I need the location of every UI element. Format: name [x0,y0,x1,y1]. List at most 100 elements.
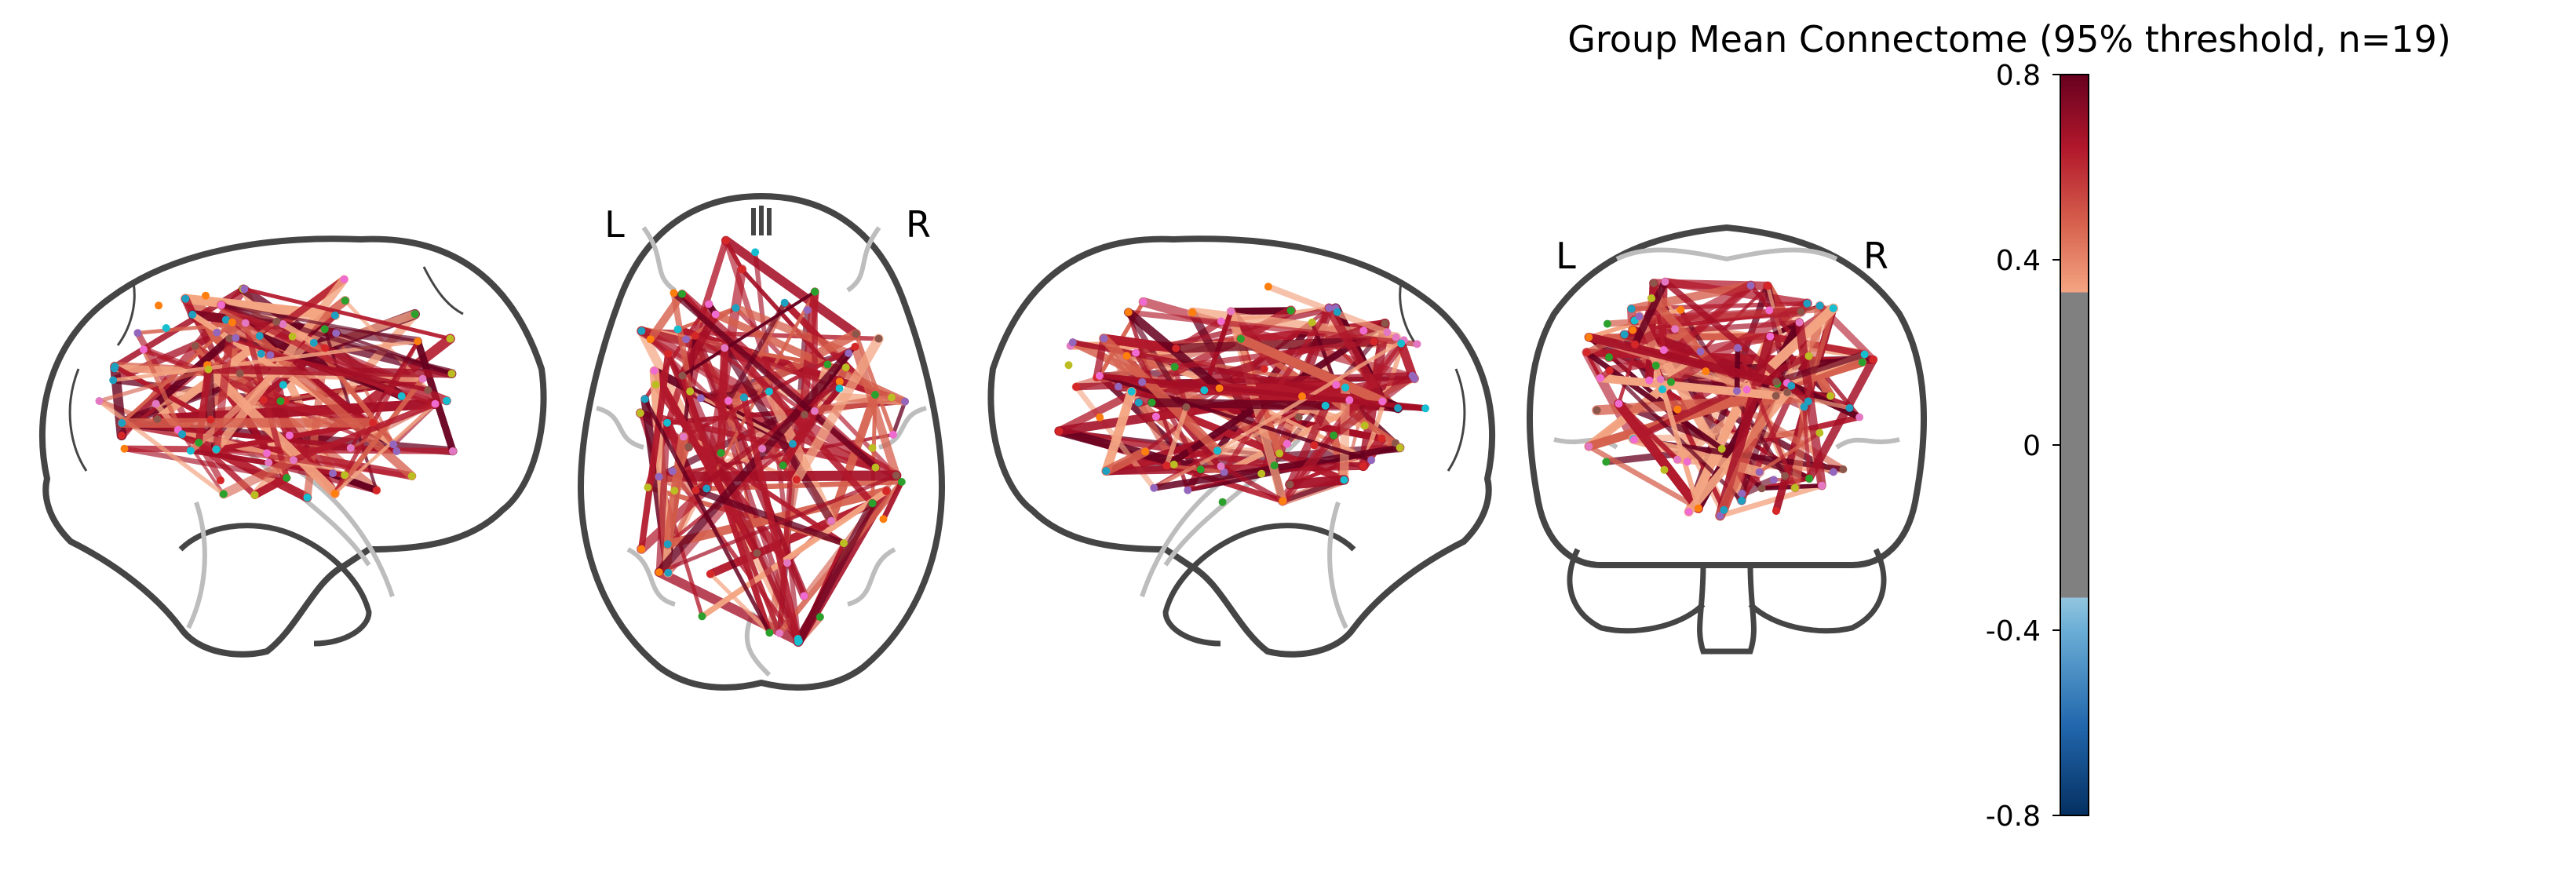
connectome-node [1649,279,1658,287]
connectome-node [1333,308,1341,316]
connectome-node [655,568,663,577]
connectome-edge [721,235,861,339]
connectome-node [637,326,646,335]
connectome-node [739,393,748,402]
connectome-node [892,471,900,480]
connectome-edge [655,348,853,577]
connectome-edge [1629,306,1806,326]
connectome-node [1213,447,1222,455]
connectome-node [1804,397,1812,406]
connectome-edge [334,331,454,376]
connectome-node [340,275,348,283]
connectome-node [779,461,787,469]
connectome-node [711,310,720,319]
connectome-edge [1772,351,1868,385]
connectome-node [1673,405,1682,414]
connectome-node [678,371,687,380]
connectome-edge [219,303,420,343]
colorbar-tick-label: 0.4 [1996,245,2041,277]
connectome-node [1270,461,1279,470]
connectome-node [1359,461,1367,470]
colorbar-tick-label: 0 [2023,430,2041,462]
connectome-node [644,483,652,492]
connectome-edge [1096,373,1428,411]
connectome-node [811,287,819,296]
connectome-node [1615,399,1623,408]
connectome-node [1170,363,1179,371]
connectome-node [868,499,877,508]
connectome-node [1196,465,1205,474]
edges-left-sagittal [97,275,458,502]
connectome-node [221,315,230,324]
connectome-node [1095,371,1104,380]
connectome-node [133,329,142,337]
connectome-edge [891,399,907,437]
connectome-edge [717,344,729,457]
colorbar-tick-label: -0.8 [1986,801,2041,833]
connectome-node [140,345,148,354]
connectome-node [1340,476,1348,484]
connectome-node [1286,306,1295,315]
connectome-node [1151,412,1160,421]
connectome-node [1757,484,1766,493]
connectome-node [1659,346,1668,354]
connectome-node [1764,282,1772,290]
connectome-node [1394,404,1403,412]
connectome-edge [705,290,817,491]
connectome-node [217,301,225,309]
connectome-node [888,393,896,402]
connectome-node [1184,486,1192,494]
connectome-node [1605,353,1613,362]
connectome-node [1755,468,1764,476]
connectome-edge [213,447,414,479]
connectome-node [1815,301,1824,310]
connectome-edge [195,366,213,447]
colorbar-scale [2060,74,2089,816]
connectome-edge [1717,483,1825,519]
connectome-node [1397,339,1406,348]
connectome-edge [1093,334,1108,381]
connectome-node [263,449,272,458]
connectome-node [1341,383,1350,392]
connectome-node [341,471,349,480]
connectome-edge [708,571,772,635]
connectome-node [840,539,848,548]
connectome-node [705,300,713,308]
connectome-edge [711,310,909,406]
connectome-edge [1097,374,1374,462]
connectome-edge [638,350,672,553]
connectome-node [765,387,773,396]
connectome-node [118,419,126,427]
connectome-edge [332,339,421,496]
connectome-node [1596,374,1604,382]
connectome-node [637,545,646,553]
axial-right-label: R [906,203,931,246]
connectome-node [1298,392,1306,400]
connectome-node [1217,462,1225,471]
connectome-node [1860,350,1869,359]
connectome-edge [740,394,802,646]
connectome-node [1647,294,1656,303]
connectome-node [751,248,760,257]
connectome-node [266,351,275,359]
connectome-node [1683,458,1691,466]
connectome-node [446,334,454,343]
connectome-edge [655,419,671,576]
connectome-node [1804,352,1813,360]
connectome-node [1055,427,1064,436]
connectome-node [664,349,673,358]
connectome-node [1100,334,1108,343]
connectome-node [1325,304,1334,312]
connectome-node [118,431,126,440]
connectome-node [1781,472,1790,480]
connectome-node [1215,384,1224,392]
connectome-node [758,444,767,453]
connectome-node [775,629,784,637]
connectome-node [664,568,673,577]
connectome-node [1800,403,1808,411]
connectome-node [212,445,221,454]
connectome-node [823,360,832,369]
brain-view-right-sagittal [987,235,1495,658]
connectome-node [1803,299,1812,308]
